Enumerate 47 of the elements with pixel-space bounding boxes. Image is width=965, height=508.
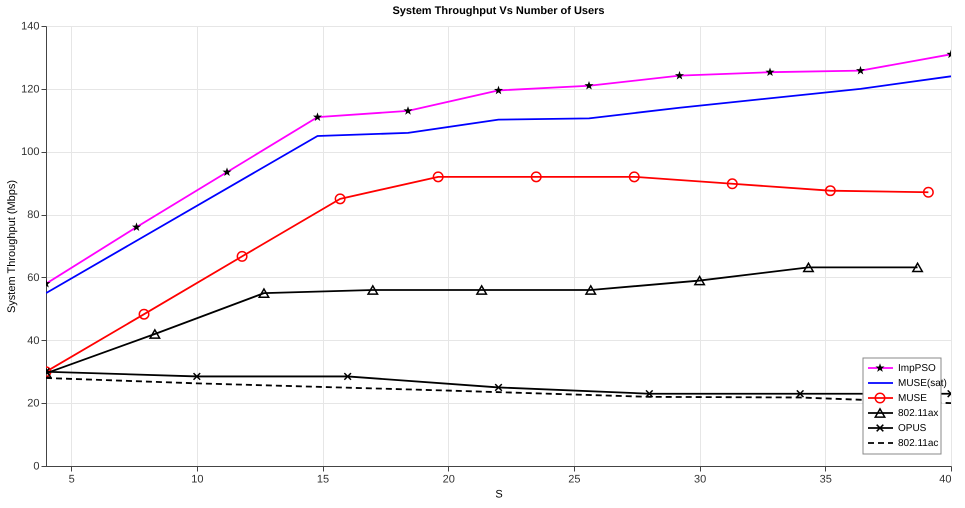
legend-label: MUSE [898,393,928,404]
point [192,372,201,380]
y-tick-label: 20 [27,398,40,410]
x-tick-label: 20 [442,474,455,486]
x-tick-label: 15 [316,474,330,486]
point [796,390,804,398]
y-tick-label: 100 [21,146,40,158]
point [824,185,836,196]
legend-label: ImpPSO [898,363,936,374]
point [367,285,378,295]
x-tick-label: 30 [694,474,706,486]
point [802,262,814,272]
point [236,250,248,262]
point [344,372,352,380]
legend-label: 802.11ax [898,408,938,419]
point [912,262,924,272]
point [149,329,160,339]
x-tick-label: 35 [820,474,832,486]
point [476,285,488,295]
point [258,288,270,298]
y-tick-label: 80 [27,209,40,222]
point [645,390,654,398]
y-tick-label: 60 [27,272,40,284]
point [922,186,934,198]
y-tick-label: 0 [33,460,40,472]
y-tick-label: 140 [21,20,40,32]
x-tick-label: 5 [68,474,75,486]
x-tick-label: 25 [568,474,581,486]
x-axis-title: S [495,488,503,500]
x-tick-label: 10 [191,474,204,486]
point [138,308,150,320]
legend-label: 802.11ac [898,438,938,449]
point [494,383,503,392]
point [628,171,640,182]
x-tick-label: 40 [939,474,952,486]
point [585,285,596,295]
point [432,171,444,182]
point [530,171,542,182]
point [334,193,346,204]
y-axis-title: System Throughput (Mbps) [6,180,18,314]
y-tick-label: 120 [21,83,40,96]
point [694,276,706,286]
point [726,178,738,190]
legend-label: OPUS [898,423,927,434]
chart-title: System Throughput Vs Number of Users [392,5,605,17]
y-tick-label: 40 [27,334,40,347]
legend-label: MUSE(sat) [898,378,947,389]
